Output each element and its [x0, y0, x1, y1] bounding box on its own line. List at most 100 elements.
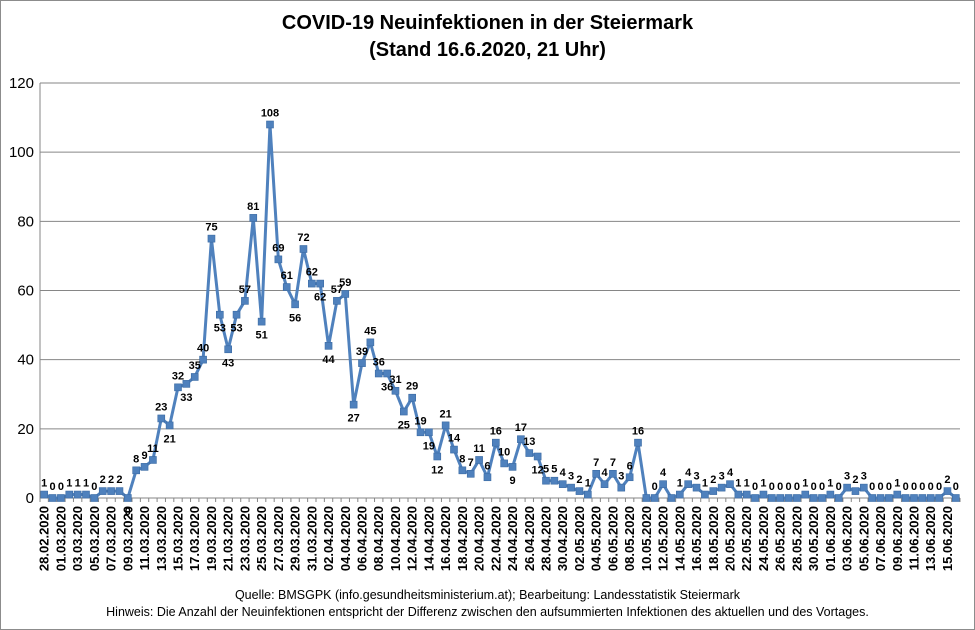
- data-label: 12: [431, 465, 443, 477]
- data-point: [584, 490, 592, 499]
- data-point: [508, 463, 517, 471]
- data-point: [450, 445, 458, 454]
- x-tick-label: 03.06.2020: [840, 506, 855, 571]
- data-point: [90, 494, 99, 502]
- axes: [39, 83, 961, 502]
- data-point: [935, 494, 943, 502]
- data-label: 10: [498, 446, 510, 458]
- data-label: 5: [551, 464, 557, 476]
- data-label: 0: [752, 481, 758, 493]
- data-point: [349, 400, 358, 409]
- data-point: [466, 469, 475, 478]
- data-point: [701, 490, 709, 499]
- data-label: 1: [677, 478, 683, 490]
- data-label: 29: [406, 381, 418, 393]
- data-point: [224, 345, 232, 354]
- data-label: 61: [281, 270, 293, 282]
- x-tick-label: 22.04.2020: [488, 506, 503, 571]
- x-tick-label: 30.05.2020: [806, 506, 821, 571]
- data-point: [768, 494, 776, 502]
- x-tick-label: 10.04.2020: [388, 506, 403, 571]
- data-point: [157, 414, 166, 423]
- y-axis-ticks: 0 20 40 60 80 100 120: [9, 75, 34, 507]
- data-label: 2: [116, 474, 122, 486]
- x-tick-label: 06.04.2020: [355, 506, 370, 571]
- x-tick-label: 08.04.2020: [371, 506, 386, 571]
- x-tick-label: 04.04.2020: [338, 506, 353, 571]
- data-label: 23: [155, 401, 167, 413]
- data-point: [57, 494, 65, 502]
- data-point: [98, 487, 107, 495]
- series-line: [43, 123, 957, 500]
- data-point: [600, 480, 609, 488]
- data-label: 0: [125, 506, 131, 518]
- x-tick-label: 01.03.2020: [53, 506, 68, 571]
- data-point: [742, 490, 751, 499]
- data-label: 7: [610, 457, 616, 469]
- x-tick-label: 07.03.2020: [104, 506, 119, 571]
- data-point: [659, 480, 667, 488]
- x-tick-label: 06.05.2020: [605, 506, 620, 571]
- x-tick-label: 28.04.2020: [539, 506, 554, 571]
- data-point: [952, 494, 960, 502]
- x-tick-label: 10.05.2020: [639, 506, 654, 571]
- data-label: 4: [727, 467, 734, 479]
- chart-title: COVID-19 Neuinfektionen in der Steiermar…: [281, 12, 694, 34]
- data-point: [542, 476, 550, 485]
- data-point: [650, 494, 659, 502]
- hint-note: Hinweis: Die Anzahl der Neuinfektionen e…: [106, 605, 869, 619]
- data-label: 13: [523, 436, 535, 448]
- x-tick-label: 03.03.2020: [70, 506, 85, 571]
- data-label: 1: [66, 478, 72, 490]
- data-label: 43: [222, 357, 234, 369]
- y-tick-label: 80: [17, 213, 34, 230]
- data-point: [851, 487, 860, 495]
- data-point: [500, 459, 508, 468]
- data-point: [801, 490, 810, 499]
- data-label: 36: [381, 382, 393, 394]
- data-point: [818, 494, 826, 502]
- x-tick-label: 28.02.2020: [37, 506, 52, 571]
- data-point: [333, 297, 341, 305]
- data-label: 17: [515, 422, 527, 434]
- x-tick-label: 11.06.2020: [907, 506, 922, 570]
- data-label: 1: [744, 478, 750, 490]
- data-point: [860, 483, 868, 492]
- data-label: 2: [576, 474, 582, 486]
- data-label: 81: [247, 201, 259, 213]
- data-point: [216, 310, 224, 319]
- x-tick-label: 15.03.2020: [171, 506, 186, 571]
- data-label: 2: [100, 474, 106, 486]
- data-point: [441, 421, 450, 430]
- data-point: [400, 407, 408, 416]
- data-point: [73, 490, 82, 499]
- data-label: 0: [58, 481, 64, 493]
- data-point: [617, 483, 626, 492]
- x-tick-label: 28.05.2020: [789, 506, 804, 571]
- x-tick-label: 25.03.2020: [254, 506, 269, 571]
- source-note: Quelle: BMSGPK (info.gesundheitsminister…: [234, 588, 741, 602]
- data-point: [324, 342, 333, 350]
- x-tick-label: 26.04.2020: [522, 506, 537, 571]
- data-label: 39: [356, 346, 368, 358]
- x-tick-label: 22.05.2020: [739, 506, 754, 571]
- data-label: 59: [339, 277, 351, 289]
- y-tick-label: 100: [9, 144, 34, 161]
- data-label: 6: [627, 460, 633, 472]
- data-point: [165, 421, 174, 430]
- data-point: [676, 490, 684, 499]
- x-axis-ticks: 28.02.2020 01.03.2020 03.03.2020 05.03.2020…: [37, 506, 955, 571]
- data-point: [826, 490, 835, 499]
- data-point: [107, 487, 115, 495]
- data-label: 27: [348, 413, 360, 425]
- data-point: [809, 494, 818, 502]
- data-label: 6: [484, 460, 490, 472]
- data-label: 0: [49, 481, 55, 493]
- data-point: [132, 466, 140, 475]
- data-label: 21: [164, 433, 176, 445]
- data-label: 4: [601, 467, 608, 479]
- data-point: [550, 476, 559, 485]
- data-point: [910, 494, 918, 502]
- data-point: [926, 494, 935, 502]
- data-point: [634, 438, 642, 447]
